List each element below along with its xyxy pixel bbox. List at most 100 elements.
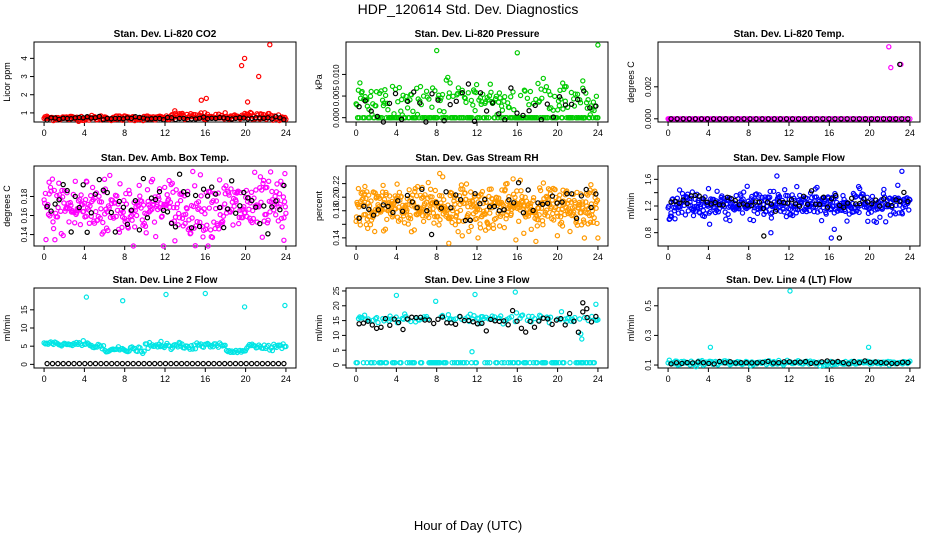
- data-point: [275, 218, 281, 224]
- data-point: [511, 106, 517, 113]
- data-point: [259, 234, 265, 240]
- data-point: [189, 360, 196, 367]
- data-point: [829, 359, 836, 365]
- data-point: [64, 187, 70, 194]
- data-point: [573, 217, 580, 223]
- data-point: [593, 191, 599, 197]
- y-tick-label: 0.16: [20, 207, 29, 223]
- data-point: [899, 359, 906, 365]
- data-point: [152, 196, 159, 203]
- data-point: [108, 200, 115, 207]
- y-tick-label: 1: [20, 110, 29, 115]
- data-point: [52, 236, 58, 243]
- data-point: [145, 198, 151, 205]
- data-point: [518, 325, 525, 331]
- y-axis-label: ml/min: [626, 193, 636, 220]
- data-point: [173, 187, 179, 193]
- data-point: [439, 314, 446, 320]
- data-point: [784, 200, 791, 206]
- data-point: [411, 360, 418, 366]
- data-point: [159, 213, 165, 219]
- data-point: [136, 227, 143, 233]
- data-point: [594, 220, 600, 227]
- data-point: [538, 116, 545, 123]
- data-point: [488, 89, 494, 96]
- data-point: [223, 183, 229, 189]
- data-point: [205, 360, 212, 367]
- data-point: [357, 80, 363, 86]
- data-point: [423, 119, 429, 125]
- data-point: [514, 318, 520, 324]
- data-point: [487, 81, 493, 87]
- data-point: [820, 116, 826, 122]
- data-point: [432, 187, 438, 194]
- data-point: [883, 219, 889, 225]
- data-point: [525, 187, 531, 193]
- data-point: [527, 88, 534, 95]
- data-point: [756, 199, 763, 205]
- data-point: [767, 188, 773, 195]
- data-point: [144, 186, 151, 193]
- data-point: [406, 187, 412, 193]
- data-point: [382, 92, 389, 99]
- data-point: [445, 202, 451, 208]
- data-point: [899, 116, 905, 122]
- data-point: [814, 116, 820, 122]
- data-point: [457, 196, 464, 203]
- data-point: [832, 116, 838, 122]
- data-point: [666, 116, 672, 122]
- data-point: [788, 196, 795, 203]
- y-axis-label: ml/min: [626, 315, 636, 342]
- data-point: [436, 192, 443, 199]
- data-point: [465, 81, 472, 87]
- data-point: [586, 114, 593, 121]
- data-point: [814, 184, 820, 191]
- data-point: [260, 177, 267, 184]
- data-point: [550, 114, 557, 120]
- data-point: [437, 216, 443, 223]
- data-point: [439, 91, 446, 98]
- data-point: [487, 360, 493, 366]
- data-point: [274, 181, 280, 187]
- data-point: [368, 88, 374, 95]
- data-point: [82, 360, 88, 367]
- data-point: [526, 107, 532, 114]
- data-point: [175, 344, 181, 350]
- data-point: [393, 292, 400, 299]
- data-point: [802, 358, 809, 365]
- data-point: [781, 209, 787, 215]
- data-point: [197, 172, 204, 178]
- data-point: [398, 360, 404, 366]
- x-tick-label: 8: [434, 252, 439, 262]
- y-tick-label: 10: [20, 323, 29, 332]
- data-point: [173, 360, 179, 367]
- data-point: [846, 361, 852, 367]
- data-point: [867, 359, 873, 365]
- plot-frame: [657, 287, 921, 369]
- data-point: [259, 360, 266, 367]
- data-point: [680, 116, 686, 122]
- data-point: [577, 99, 584, 106]
- data-point: [83, 294, 90, 300]
- x-tick-label: 20: [241, 128, 251, 138]
- data-point: [681, 194, 687, 200]
- data-point: [136, 182, 142, 189]
- data-point: [543, 360, 549, 366]
- data-point: [49, 176, 56, 182]
- data-point: [52, 201, 58, 207]
- data-point: [856, 360, 863, 366]
- data-point: [536, 318, 542, 324]
- data-point: [54, 192, 60, 199]
- data-point: [204, 222, 210, 228]
- data-point: [881, 186, 887, 193]
- data-point: [686, 116, 693, 122]
- y-axis-label: percent: [314, 190, 324, 221]
- data-point: [590, 99, 597, 105]
- data-point: [483, 199, 489, 205]
- data-point: [131, 224, 138, 230]
- data-point: [382, 315, 389, 322]
- data-point: [577, 316, 583, 322]
- data-point: [776, 360, 782, 366]
- data-point: [666, 203, 672, 209]
- data-point: [120, 209, 126, 215]
